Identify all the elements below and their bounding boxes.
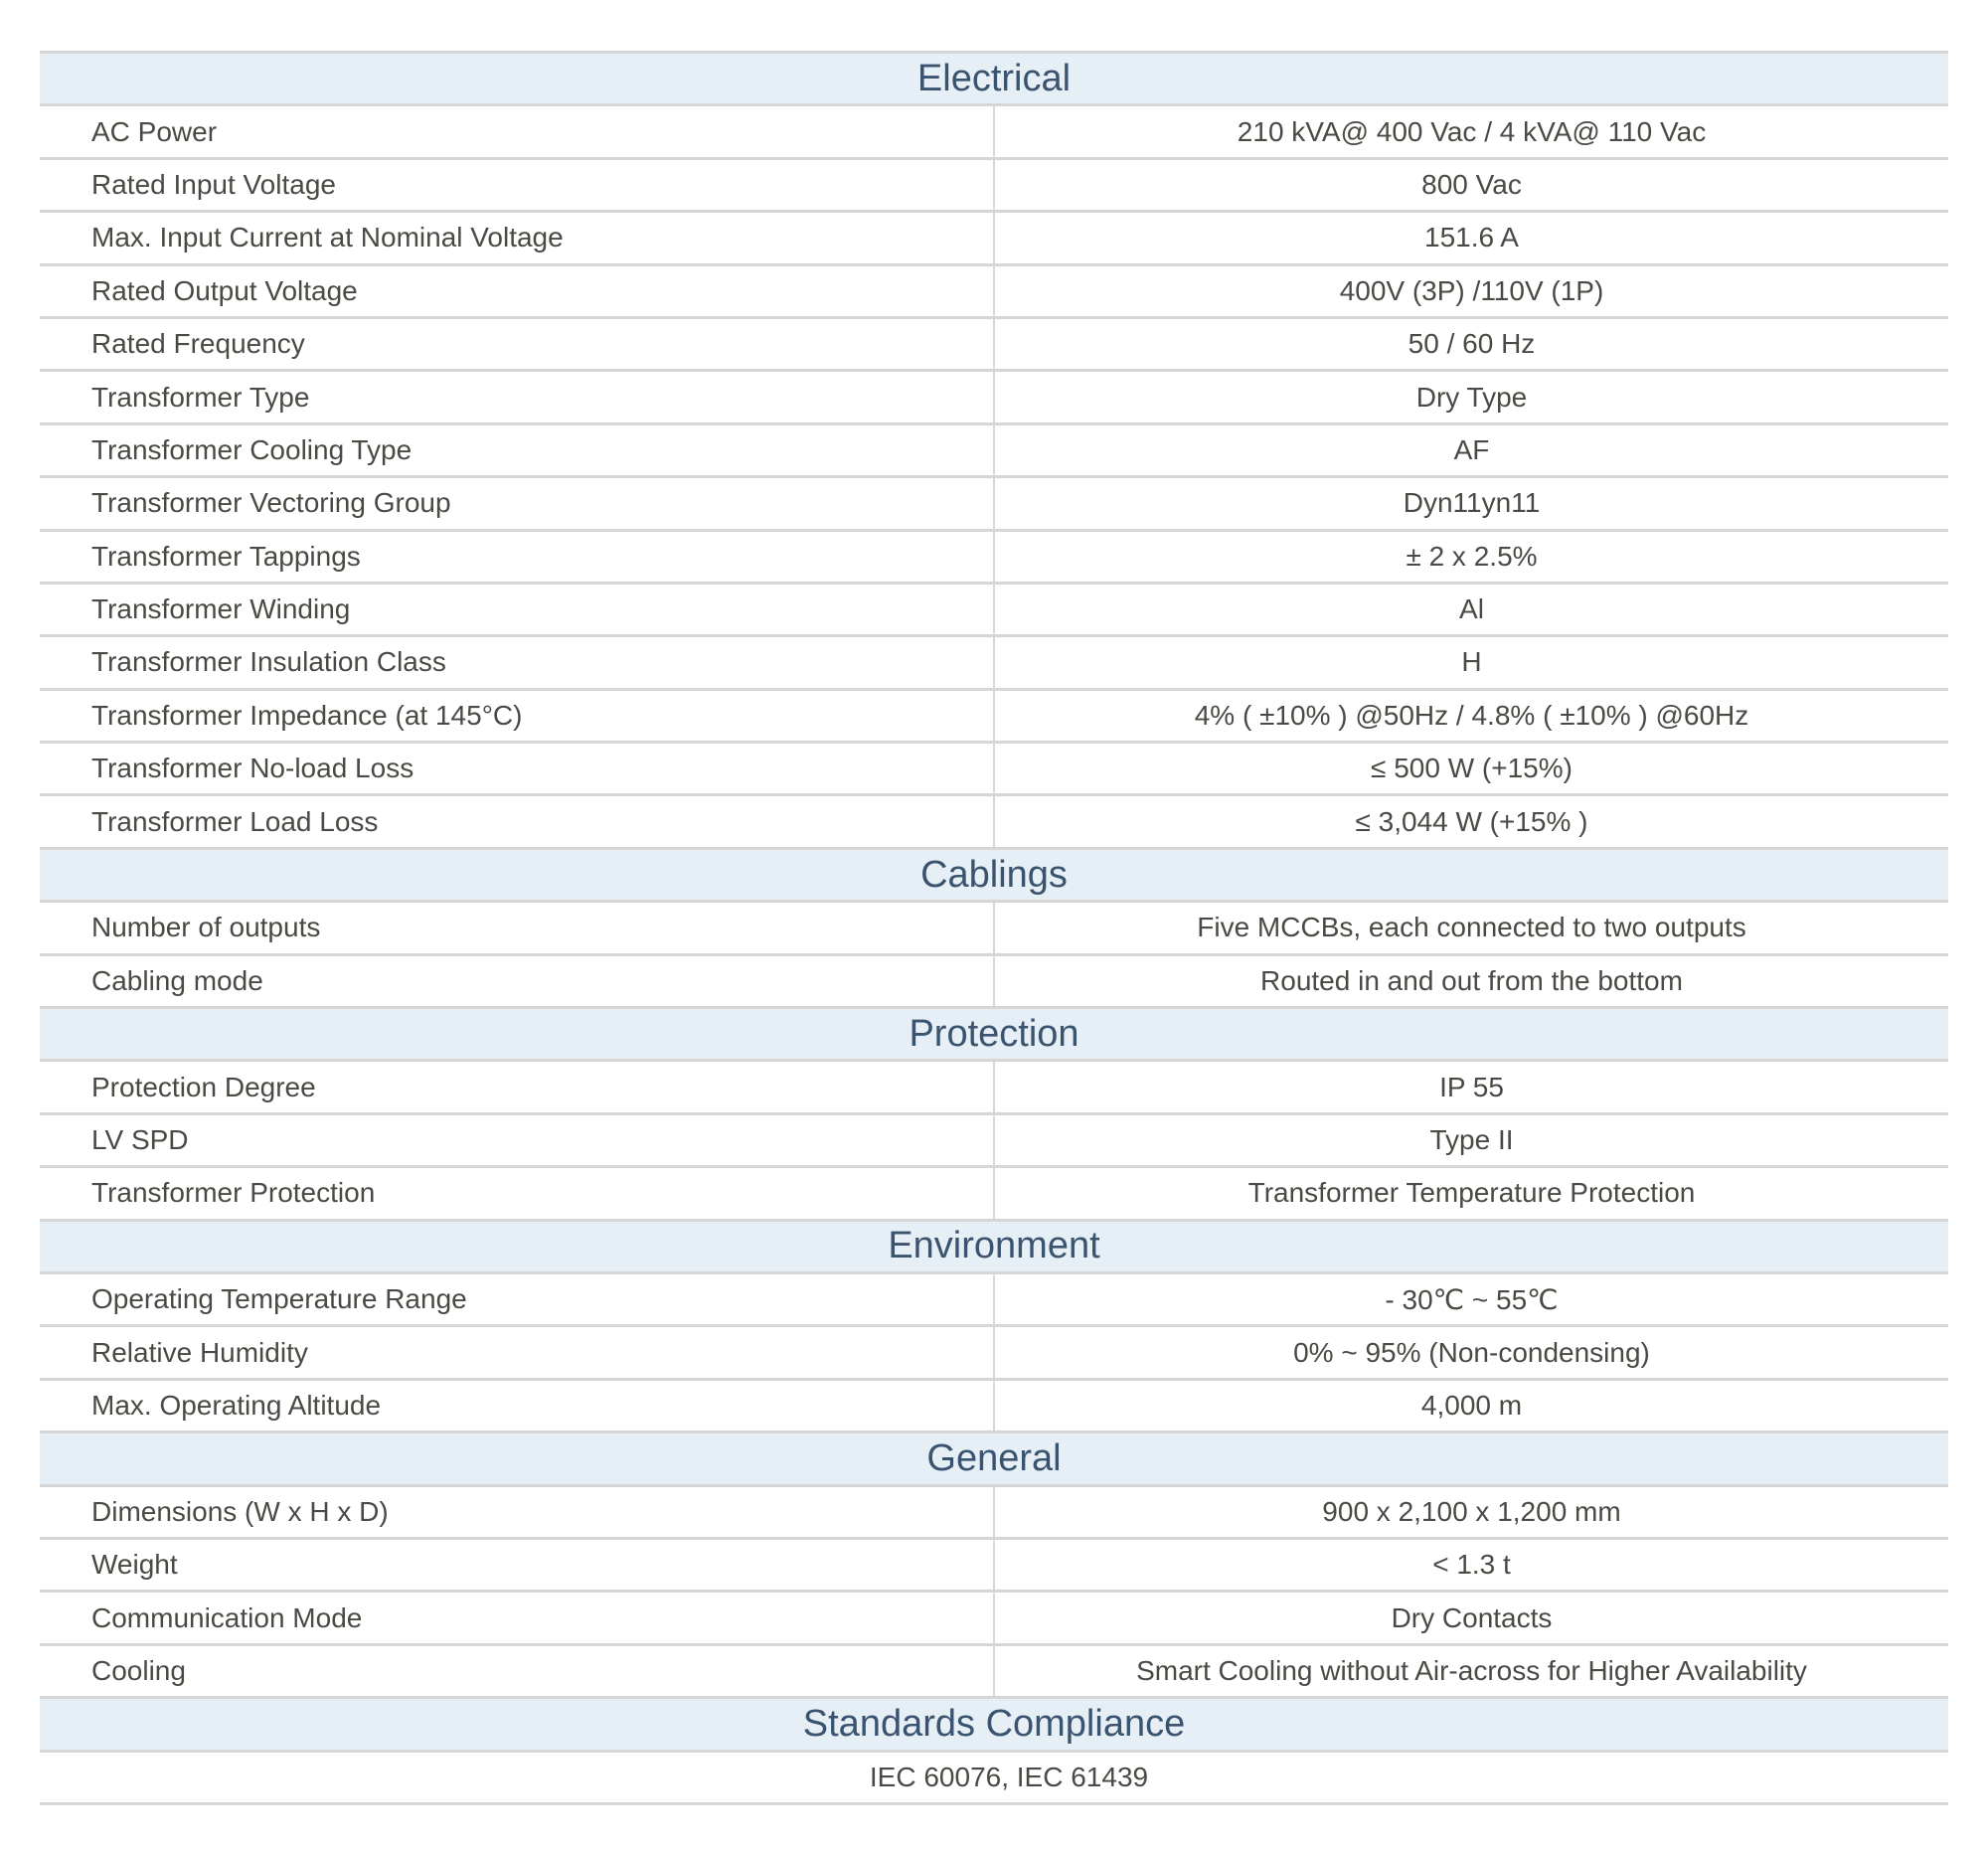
spec-row: Transformer No-load Loss ≤ 500 W (+15%) xyxy=(40,741,1948,797)
spec-row: Transformer Load Loss ≤ 3,044 W (+15% ) xyxy=(40,793,1948,850)
section-title: Standards Compliance xyxy=(40,1696,1948,1753)
spec-row: AC Power 210 kVA@ 400 Vac / 4 kVA@ 110 Va… xyxy=(40,103,1948,160)
spec-row: Rated Output Voltage 400V (3P) /110V (1P) xyxy=(40,262,1948,319)
spec-value: Routed in and out from the bottom xyxy=(994,952,1948,1010)
spec-label: Rated Input Voltage xyxy=(40,156,995,214)
spec-value: ≤ 3,044 W (+15% ) xyxy=(994,793,1948,850)
spec-label: Cabling mode xyxy=(40,952,995,1010)
spec-value: 400V (3P) /110V (1P) xyxy=(994,262,1948,319)
spec-row: Relative Humidity 0% ~ 95% (Non-condensin… xyxy=(40,1324,1948,1381)
spec-row: Max. Input Current at Nominal Voltage 151… xyxy=(40,210,1948,266)
spec-row: Weight < 1.3 t xyxy=(40,1536,1948,1594)
spec-label: Transformer Tappings xyxy=(40,528,995,585)
spec-row: Communication Mode Dry Contacts xyxy=(40,1590,1948,1646)
spec-row: Rated Frequency 50 / 60 Hz xyxy=(40,315,1948,373)
spec-row: Transformer Type Dry Type xyxy=(40,369,1948,425)
spec-value: ± 2 x 2.5% xyxy=(994,528,1948,585)
spec-value: 151.6 A xyxy=(994,210,1948,266)
spec-row: Transformer Protection Transformer Temper… xyxy=(40,1165,1948,1222)
spec-label: Transformer Insulation Class xyxy=(40,634,995,691)
section-header-row: Electrical xyxy=(40,50,1948,107)
specification-table: Electrical AC Power 210 kVA@ 400 Vac / 4 k… xyxy=(40,50,1948,1805)
spec-label: Number of outputs xyxy=(40,900,995,956)
spec-label: Transformer Protection xyxy=(40,1165,995,1222)
section-title: Protection xyxy=(40,1006,1948,1063)
spec-value: 4% ( ±10% ) @50Hz / 4.8% ( ±10% ) @60Hz xyxy=(994,687,1948,745)
spec-value: ≤ 500 W (+15%) xyxy=(994,741,1948,797)
spec-label: Dimensions (W x H x D) xyxy=(40,1483,995,1540)
spec-row: Transformer Vectoring Group Dyn11yn11 xyxy=(40,475,1948,532)
spec-label: Rated Output Voltage xyxy=(40,262,995,319)
spec-row: Transformer Insulation Class H xyxy=(40,634,1948,691)
spec-row: IEC 60076, IEC 61439 xyxy=(40,1749,1948,1805)
spec-value: AF xyxy=(994,421,1948,479)
spec-value: Dyn11yn11 xyxy=(994,475,1948,532)
spec-value: 4,000 m xyxy=(994,1377,1948,1434)
spec-label: LV SPD xyxy=(40,1111,995,1169)
spec-label: Rated Frequency xyxy=(40,315,995,373)
spec-label: Transformer Cooling Type xyxy=(40,421,995,479)
spec-label: Protection Degree xyxy=(40,1059,995,1115)
section-title: Environment xyxy=(40,1218,1948,1274)
spec-label: AC Power xyxy=(40,103,995,160)
section-header-row: Protection xyxy=(40,1006,1948,1063)
spec-row: Operating Temperature Range - 30℃ ~ 55℃ xyxy=(40,1270,1948,1328)
spec-label: Transformer Load Loss xyxy=(40,793,995,850)
spec-label: Transformer Vectoring Group xyxy=(40,475,995,532)
spec-value: 50 / 60 Hz xyxy=(994,315,1948,373)
spec-value: Smart Cooling without Air-across for Hig… xyxy=(994,1642,1948,1700)
spec-row: Rated Input Voltage 800 Vac xyxy=(40,156,1948,214)
section-header-row: Environment xyxy=(40,1218,1948,1274)
spec-value: Dry Type xyxy=(994,369,1948,425)
spec-value: Al xyxy=(994,581,1948,638)
section-title: Cablings xyxy=(40,846,1948,904)
spec-row: Protection Degree IP 55 xyxy=(40,1059,1948,1115)
spec-value: 210 kVA@ 400 Vac / 4 kVA@ 110 Vac xyxy=(994,103,1948,160)
spec-label: Transformer No-load Loss xyxy=(40,741,995,797)
spec-row: Cabling mode Routed in and out from the b… xyxy=(40,952,1948,1010)
spec-label: Max. Input Current at Nominal Voltage xyxy=(40,210,995,266)
spec-value: Five MCCBs, each connected to two output… xyxy=(994,900,1948,956)
spec-value: Type II xyxy=(994,1111,1948,1169)
section-title: General xyxy=(40,1430,1948,1487)
spec-label: Communication Mode xyxy=(40,1590,995,1646)
spec-label: Weight xyxy=(40,1536,995,1594)
spec-label: Operating Temperature Range xyxy=(40,1270,995,1328)
spec-label: Transformer Impedance (at 145°C) xyxy=(40,687,995,745)
section-header-row: Standards Compliance xyxy=(40,1696,1948,1753)
spec-row: Transformer Cooling Type AF xyxy=(40,421,1948,479)
spec-value: IEC 60076, IEC 61439 xyxy=(40,1749,1948,1805)
spec-label: Max. Operating Altitude xyxy=(40,1377,995,1434)
spec-value: H xyxy=(994,634,1948,691)
spec-row: LV SPD Type II xyxy=(40,1111,1948,1169)
spec-label: Transformer Type xyxy=(40,369,995,425)
spec-value: Transformer Temperature Protection xyxy=(994,1165,1948,1222)
spec-value: - 30℃ ~ 55℃ xyxy=(994,1270,1948,1328)
section-header-row: General xyxy=(40,1430,1948,1487)
spec-value: Dry Contacts xyxy=(994,1590,1948,1646)
spec-value: 900 x 2,100 x 1,200 mm xyxy=(994,1483,1948,1540)
spec-label: Cooling xyxy=(40,1642,995,1700)
spec-row: Transformer Tappings ± 2 x 2.5% xyxy=(40,528,1948,585)
spec-row: Max. Operating Altitude 4,000 m xyxy=(40,1377,1948,1434)
spec-row: Transformer Impedance (at 145°C) 4% ( ±10… xyxy=(40,687,1948,745)
spec-label: Transformer Winding xyxy=(40,581,995,638)
spec-value: 800 Vac xyxy=(994,156,1948,214)
spec-value: 0% ~ 95% (Non-condensing) xyxy=(994,1324,1948,1381)
spec-row: Number of outputs Five MCCBs, each connec… xyxy=(40,900,1948,956)
spec-label: Relative Humidity xyxy=(40,1324,995,1381)
spec-row: Transformer Winding Al xyxy=(40,581,1948,638)
spec-row: Cooling Smart Cooling without Air-across … xyxy=(40,1642,1948,1700)
spec-row: Dimensions (W x H x D) 900 x 2,100 x 1,20… xyxy=(40,1483,1948,1540)
section-header-row: Cablings xyxy=(40,846,1948,904)
section-title: Electrical xyxy=(40,50,1948,107)
spec-value: IP 55 xyxy=(994,1059,1948,1115)
spec-value: < 1.3 t xyxy=(994,1536,1948,1594)
